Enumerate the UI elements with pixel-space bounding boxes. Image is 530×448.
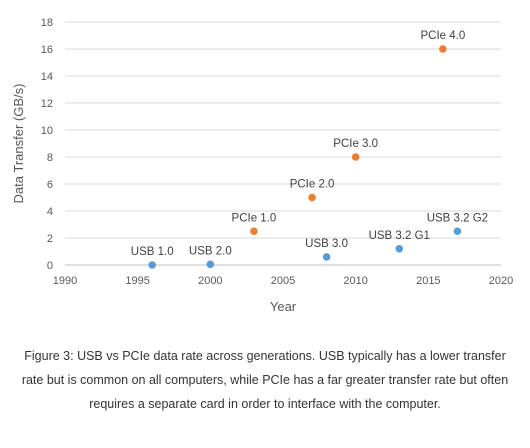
data-point <box>148 261 156 269</box>
data-label: PCIe 3.0 <box>333 138 378 150</box>
x-tick-label: 2015 <box>416 275 440 287</box>
data-points <box>148 45 462 269</box>
y-tick-label: 12 <box>41 98 53 110</box>
data-label: USB 3.2 G1 <box>369 230 430 242</box>
x-tick-label: 2005 <box>271 275 295 287</box>
data-point <box>308 193 316 202</box>
data-label: PCIe 4.0 <box>420 30 465 42</box>
y-tick-label: 18 <box>41 17 53 29</box>
y-tick-label: 6 <box>47 179 53 191</box>
figure-caption: Figure 3: USB vs PCIe data rate across g… <box>14 344 516 416</box>
x-tick-label: 1990 <box>53 275 77 287</box>
data-label: PCIe 1.0 <box>232 212 277 224</box>
y-tick-label: 14 <box>41 71 53 83</box>
data-point <box>250 227 258 236</box>
data-label: PCIe 2.0 <box>290 179 335 191</box>
data-point <box>395 245 404 253</box>
data-point <box>453 227 462 236</box>
data-label: USB 2.0 <box>189 245 232 257</box>
x-axis-title: Year <box>270 299 297 314</box>
scatter-chart: 0 2 4 6 8 10 12 14 16 18 1990 1995 2000 2005 2010 2015 2… <box>11 17 513 314</box>
y-tick-label: 16 <box>41 44 53 56</box>
x-tick-label: 1995 <box>125 275 149 287</box>
data-point <box>439 45 447 53</box>
x-tick-label: 2010 <box>343 275 367 287</box>
y-tick-label: 10 <box>41 125 53 137</box>
x-tick-label: 2000 <box>198 275 222 287</box>
y-tick-label: 8 <box>47 152 53 164</box>
y-tick-label: 0 <box>47 260 53 272</box>
data-label: USB 3.2 G2 <box>427 212 488 224</box>
grid-lines <box>65 21 501 239</box>
x-tick-label: 2020 <box>489 275 513 287</box>
data-point <box>351 153 360 161</box>
y-axis-title: Data Transfer (GB/s) <box>11 84 26 204</box>
data-point <box>206 260 215 269</box>
caption-prefix: Figure 3: <box>24 349 74 363</box>
data-label: USB 3.0 <box>305 238 348 250</box>
data-labels: USB 1.0 USB 2.0 USB 3.0 USB 3.2 G1 USB 3.2 G… <box>131 30 488 258</box>
y-tick-label: 4 <box>47 206 53 218</box>
chart-svg: 0 2 4 6 8 10 12 14 16 18 1990 1995 2000 2005 2010 2015 2… <box>11 17 513 314</box>
y-tick-label: 2 <box>47 233 53 245</box>
axes: 0 2 4 6 8 10 12 14 16 18 1990 1995 2000 2005 2010 2015 2… <box>41 17 513 287</box>
data-label: USB 1.0 <box>131 246 174 258</box>
data-point <box>322 253 331 261</box>
caption-text: USB vs PCIe data rate across generations… <box>21 349 509 411</box>
